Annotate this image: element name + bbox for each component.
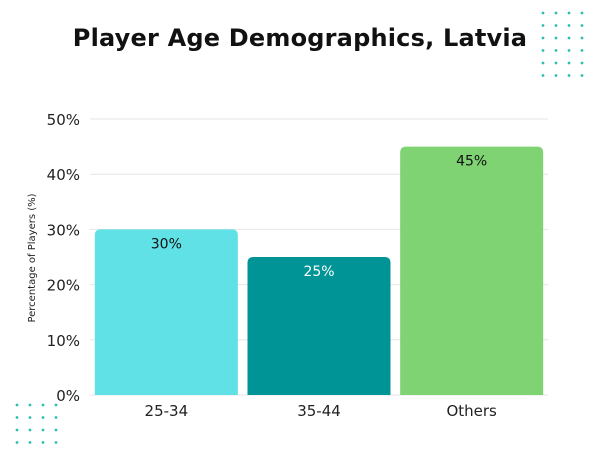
decorative-dot <box>15 416 19 419</box>
y-axis-label: Percentage of Players (%) <box>27 193 38 322</box>
y-tick-label: 0% <box>56 387 80 405</box>
decorative-dot <box>41 403 45 407</box>
x-tick-label: 35-44 <box>297 402 341 420</box>
y-tick-label: 10% <box>47 332 80 350</box>
decorative-dot <box>28 403 32 407</box>
decorative-dot <box>567 11 571 15</box>
decorative-dot <box>554 36 558 40</box>
decorative-dot <box>580 11 584 15</box>
decorative-dot <box>541 49 545 52</box>
decorative-dot <box>28 428 32 432</box>
decorative-dot <box>54 441 58 444</box>
decorative-dot <box>15 428 19 432</box>
decorative-dot <box>541 61 545 65</box>
bar-25-34 <box>94 229 238 395</box>
decorative-dot <box>580 24 584 27</box>
value-label: 25% <box>303 264 334 280</box>
decorative-dot <box>54 403 58 407</box>
decorative-dots-bottom-left <box>15 403 58 444</box>
decorative-dot <box>580 61 584 65</box>
decorative-dot <box>554 11 558 15</box>
bar-others <box>400 146 544 395</box>
decorative-dot <box>541 74 545 77</box>
y-tick-label: 30% <box>47 221 80 239</box>
decorative-dot <box>567 36 571 40</box>
x-tick-label: 25-34 <box>145 402 189 420</box>
decorative-dot <box>554 49 558 52</box>
x-tick-labels: 25-34 35-44 Others <box>145 402 498 420</box>
decorative-dot <box>567 49 571 52</box>
decorative-dots-top-right <box>541 11 584 77</box>
decorative-dot <box>580 36 584 40</box>
value-label: 30% <box>151 236 182 252</box>
decorative-dot <box>580 49 584 52</box>
y-tick-label: 50% <box>47 111 80 129</box>
value-label: 45% <box>456 154 487 170</box>
decorative-dot <box>541 36 545 40</box>
decorative-dot <box>541 11 545 15</box>
decorative-dot <box>28 416 32 419</box>
decorative-dot <box>15 403 19 407</box>
decorative-dot <box>541 24 545 27</box>
x-tick-label: Others <box>446 402 497 420</box>
decorative-dot <box>41 441 45 444</box>
decorative-dot <box>567 24 571 27</box>
decorative-dot <box>554 24 558 27</box>
decorative-dot <box>580 74 584 77</box>
chart-title: Player Age Demographics, Latvia <box>72 24 528 52</box>
decorative-dot <box>554 74 558 77</box>
decorative-dot <box>15 441 19 444</box>
value-labels: 30% 25% 45% <box>151 154 487 280</box>
y-tick-label: 40% <box>47 166 80 184</box>
decorative-dot <box>54 428 58 432</box>
decorative-dot <box>41 416 45 419</box>
decorative-dot <box>567 61 571 65</box>
bars <box>94 146 544 395</box>
decorative-dot <box>554 61 558 65</box>
y-tick-labels: 0% 10% 20% 30% 40% 50% <box>47 111 80 405</box>
decorative-dot <box>54 416 58 419</box>
bar-35-44 <box>247 257 391 395</box>
y-tick-label: 20% <box>47 277 80 295</box>
decorative-dot <box>567 74 571 77</box>
decorative-dot <box>41 428 45 432</box>
decorative-dot <box>28 441 32 444</box>
